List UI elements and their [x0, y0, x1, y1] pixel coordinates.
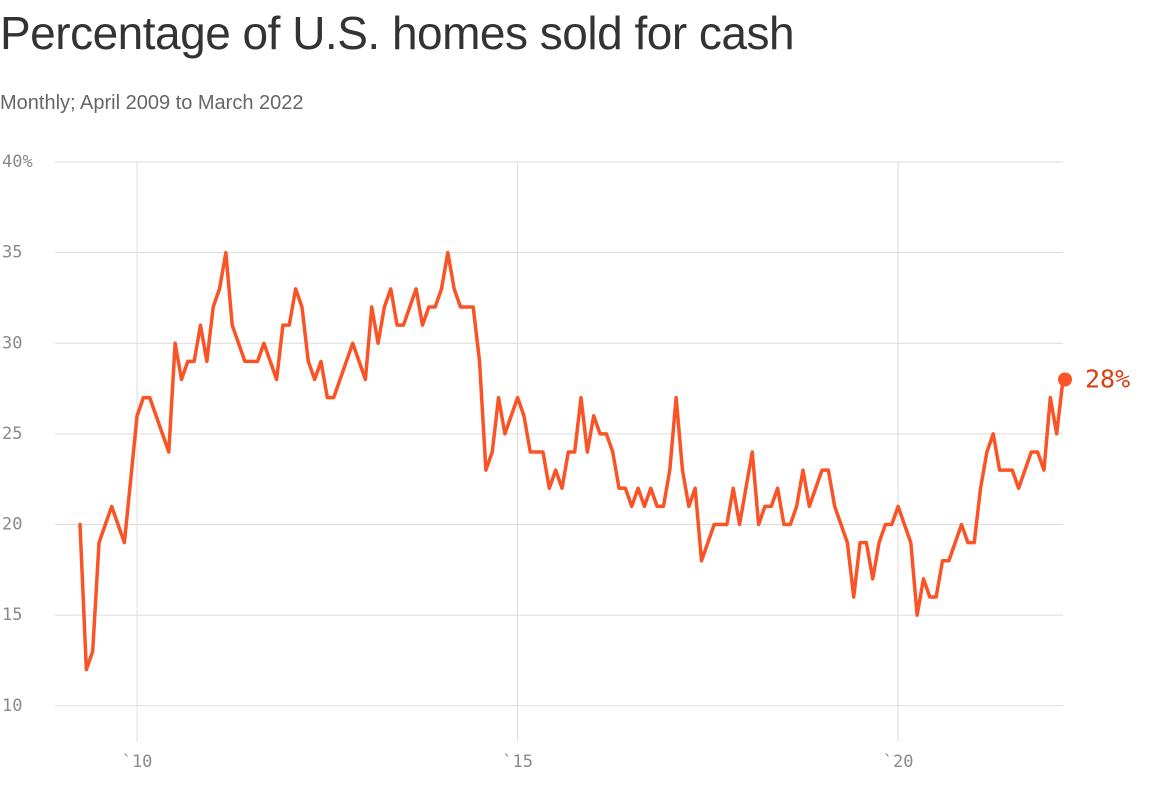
- data-line: [78, 250, 1065, 672]
- y-tick-label: 30: [2, 333, 22, 353]
- y-tick-label: 35: [2, 243, 22, 263]
- y-tick-label: 15: [2, 605, 22, 625]
- x-tick-label: `20: [883, 752, 914, 772]
- y-tick-label: 40%: [2, 152, 33, 172]
- end-point: [1058, 372, 1072, 387]
- y-tick-label: 10: [2, 696, 22, 716]
- chart-subtitle: Monthly; April 2009 to March 2022: [0, 92, 304, 114]
- chart-title: Percentage of U.S. homes sold for cash: [0, 7, 795, 59]
- x-tick-label: `15: [502, 752, 533, 772]
- y-tick-label: 25: [2, 424, 22, 444]
- data-label: 28%: [1085, 365, 1130, 394]
- x-tick-label: `10: [122, 752, 153, 772]
- y-tick-label: 20: [2, 515, 22, 535]
